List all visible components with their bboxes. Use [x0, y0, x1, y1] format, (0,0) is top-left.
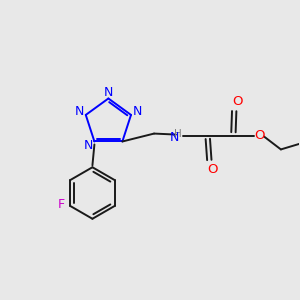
Text: O: O — [254, 129, 264, 142]
Text: O: O — [232, 95, 242, 108]
Text: H: H — [174, 129, 182, 139]
Text: N: N — [104, 86, 113, 99]
Text: N: N — [132, 105, 142, 119]
Text: N: N — [75, 105, 85, 119]
Text: N: N — [170, 131, 180, 144]
Text: O: O — [207, 163, 218, 176]
Text: N: N — [84, 139, 93, 152]
Text: F: F — [58, 198, 65, 212]
